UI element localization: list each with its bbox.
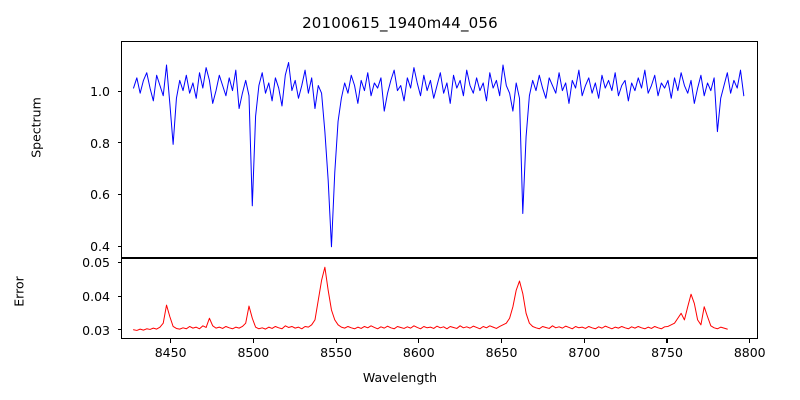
xtick-label-5: 8700 <box>554 345 614 360</box>
ytick-mark-top-0 <box>118 246 122 247</box>
xtick-label-4: 8650 <box>472 345 532 360</box>
error-line-series <box>122 259 757 338</box>
xtick-mark-4 <box>501 339 502 343</box>
y-axis-title-error: Error <box>12 262 27 322</box>
xtick-mark-6 <box>666 339 667 343</box>
ytick-label-bot-2: 0.05 <box>50 255 110 270</box>
xtick-mark-7 <box>749 339 750 343</box>
xtick-mark-0 <box>170 339 171 343</box>
xtick-label-0: 8450 <box>141 345 201 360</box>
xtick-label-3: 8600 <box>389 345 449 360</box>
error-plot-area <box>121 258 758 339</box>
ytick-mark-bot-1 <box>118 296 122 297</box>
xtick-label-6: 8750 <box>637 345 697 360</box>
ytick-mark-top-1 <box>118 194 122 195</box>
ytick-mark-top-3 <box>118 91 122 92</box>
xtick-mark-3 <box>418 339 419 343</box>
xtick-label-1: 8500 <box>223 345 283 360</box>
xtick-mark-2 <box>336 339 337 343</box>
ytick-label-bot-1: 0.04 <box>50 289 110 304</box>
xtick-label-2: 8550 <box>306 345 366 360</box>
ytick-label-top-2: 0.8 <box>50 136 110 151</box>
x-axis-title: Wavelength <box>0 370 800 385</box>
spectrum-plot-area <box>121 41 758 258</box>
xtick-mark-1 <box>253 339 254 343</box>
ytick-label-bot-0: 0.03 <box>50 323 110 338</box>
ytick-label-top-0: 0.4 <box>50 239 110 254</box>
ytick-mark-top-2 <box>118 142 122 143</box>
error-polyline <box>134 267 728 330</box>
spectrum-polyline <box>134 62 744 246</box>
spectrum-line-series <box>122 42 757 257</box>
ytick-mark-bot-2 <box>118 262 122 263</box>
xtick-mark-5 <box>584 339 585 343</box>
ytick-mark-bot-0 <box>118 329 122 330</box>
ytick-label-top-1: 0.6 <box>50 187 110 202</box>
figure-title: 20100615_1940m44_056 <box>0 14 800 32</box>
ytick-label-top-3: 1.0 <box>50 84 110 99</box>
figure-canvas: 20100615_1940m44_056 0.4 0.6 0.8 1.0 Spe… <box>0 0 800 400</box>
xtick-label-7: 8800 <box>720 345 780 360</box>
y-axis-title-spectrum: Spectrum <box>29 68 44 188</box>
